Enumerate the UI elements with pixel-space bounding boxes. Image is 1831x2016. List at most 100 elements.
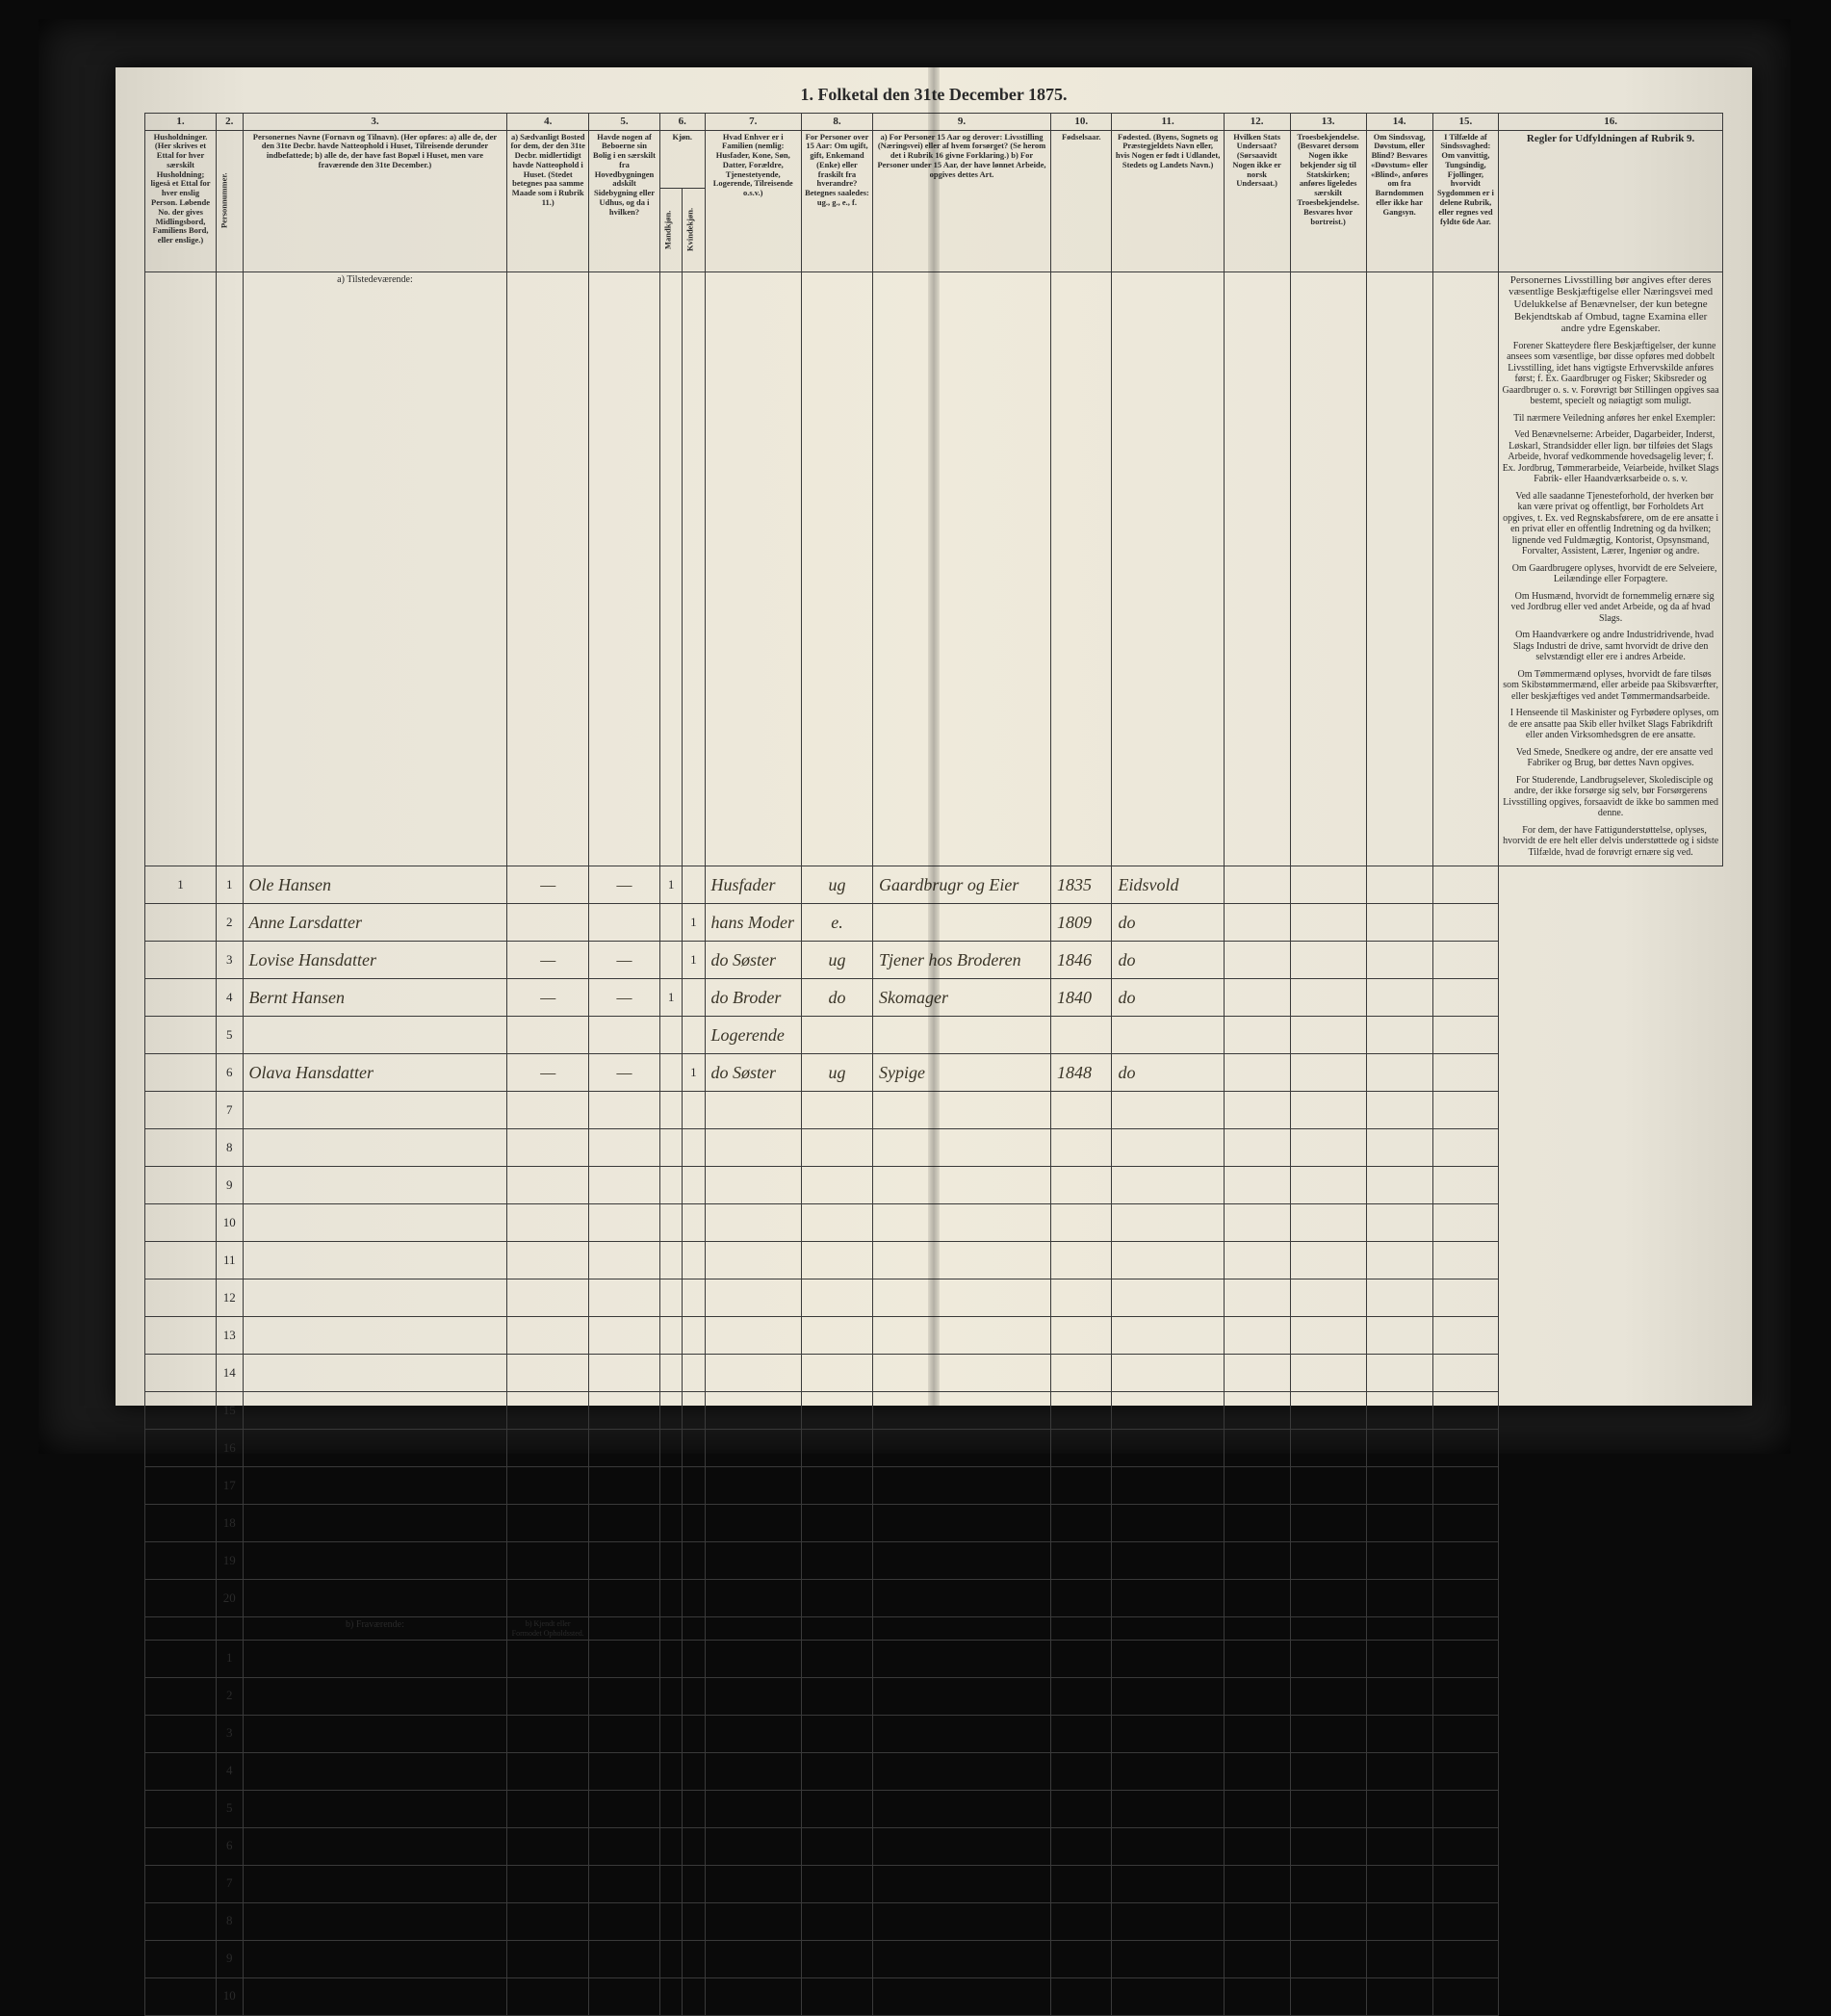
- cell-13: [1290, 942, 1366, 979]
- cell-rownum: 1: [217, 866, 243, 904]
- cell-blank: [1051, 1902, 1112, 1940]
- cell-rownum: 17: [217, 1467, 243, 1505]
- cell-blank: [589, 1902, 660, 1940]
- present-blank-rows: 7891011121314151617181920: [145, 1092, 1723, 1617]
- cell-blank: [660, 1865, 683, 1902]
- cell-blank: [1366, 1242, 1432, 1279]
- cell-blank: [705, 1279, 801, 1317]
- cell-relation: Logerende: [705, 1017, 801, 1054]
- cell-blank: [705, 1977, 801, 2015]
- absent-blank-rows: 12345678910: [145, 1640, 1723, 2015]
- cell-relation: hans Moder: [705, 904, 801, 942]
- cell-rownum: 9: [217, 1940, 243, 1977]
- cell-blank: [660, 1677, 683, 1715]
- cell-blank: [1051, 1677, 1112, 1715]
- cell-blank: [1366, 1827, 1432, 1865]
- cell-blank: [1290, 1167, 1366, 1204]
- h1: Husholdninger. (Her skrives et Ettal for…: [145, 130, 217, 271]
- cell-blank: [1432, 1715, 1499, 1752]
- cell-blank: [683, 1392, 705, 1430]
- cell-blank: [660, 1640, 683, 1677]
- cell-blank: [1224, 1505, 1290, 1542]
- table-row: 3: [145, 1715, 1723, 1752]
- cell-year: 1846: [1051, 942, 1112, 979]
- cell-c4: —: [507, 866, 589, 904]
- cell-blank: [683, 1677, 705, 1715]
- cell-year: 1848: [1051, 1054, 1112, 1092]
- cell-blank: [683, 1715, 705, 1752]
- cell-rownum: 4: [217, 1752, 243, 1790]
- cell-blank: [589, 1715, 660, 1752]
- cell-blank: [872, 1580, 1050, 1617]
- cell-blank: [1224, 1467, 1290, 1505]
- cell-male: [660, 1017, 683, 1054]
- cell-name: Ole Hansen: [243, 866, 507, 904]
- cell-blank: [683, 1242, 705, 1279]
- cell-blank: [1366, 1505, 1432, 1542]
- cell-blank: [801, 1505, 872, 1542]
- cell-relation: do Søster: [705, 1054, 801, 1092]
- cell-blank: [589, 1827, 660, 1865]
- cell-13: [1290, 1054, 1366, 1092]
- table-row: 3Lovise Hansdatter——1do SøsterugTjener h…: [145, 942, 1723, 979]
- cell-hh: [145, 1640, 217, 1677]
- cell-blank: [1366, 1129, 1432, 1167]
- cell-blank: [1224, 1167, 1290, 1204]
- cell-blank: [507, 1715, 589, 1752]
- cell-blank: [705, 1580, 801, 1617]
- cell-civil: [801, 1017, 872, 1054]
- coln-9: 9.: [872, 114, 1050, 131]
- cell-blank: [705, 1092, 801, 1129]
- cell-rownum: 12: [217, 1279, 243, 1317]
- instr-p: Ved alle saadanne Tjenesteforhold, der h…: [1502, 491, 1719, 557]
- cell-blank: [1432, 1940, 1499, 1977]
- cell-blank: [1224, 1242, 1290, 1279]
- cell-birthplace: do: [1112, 979, 1224, 1017]
- cell-occupation: Sypige: [872, 1054, 1050, 1092]
- cell-blank: [589, 1940, 660, 1977]
- cell-blank: [1112, 1865, 1224, 1902]
- cell-blank: [243, 1580, 507, 1617]
- cell-blank: [589, 1677, 660, 1715]
- cell-blank: [872, 1790, 1050, 1827]
- cell-blank: [1224, 1940, 1290, 1977]
- cell-female: 1: [683, 904, 705, 942]
- cell-blank: [1290, 1129, 1366, 1167]
- cell-blank: [1432, 1790, 1499, 1827]
- cell-blank: [660, 1242, 683, 1279]
- cell-blank: [801, 1317, 872, 1355]
- cell-blank: [243, 1940, 507, 1977]
- cell-rownum: 7: [217, 1865, 243, 1902]
- cell-blank: [1224, 1129, 1290, 1167]
- cell-blank: [705, 1715, 801, 1752]
- cell-blank: [801, 1092, 872, 1129]
- cell-blank: [683, 1092, 705, 1129]
- cell-blank: [243, 1640, 507, 1677]
- cell-15: [1432, 979, 1499, 1017]
- cell-rownum: 3: [217, 942, 243, 979]
- table-row: 2Anne Larsdatter1hans Modere.1809do: [145, 904, 1723, 942]
- cell-blank: [1432, 1580, 1499, 1617]
- ledger-page: 1. Folketal den 31te December 1875. 1. 2…: [116, 67, 1752, 1406]
- cell-rownum: 9: [217, 1167, 243, 1204]
- cell-blank: [1366, 1542, 1432, 1580]
- cell-blank: [589, 1640, 660, 1677]
- cell-blank: [1432, 1640, 1499, 1677]
- cell-blank: [243, 1715, 507, 1752]
- cell-blank: [872, 1865, 1050, 1902]
- cell-blank: [1290, 1902, 1366, 1940]
- cell-blank: [1366, 1940, 1432, 1977]
- cell-blank: [1112, 1392, 1224, 1430]
- cell-blank: [872, 1317, 1050, 1355]
- present-section: a) Tilstedeværende: Personernes Livsstil…: [145, 271, 1723, 866]
- coln-1: 1.: [145, 114, 217, 131]
- cell-rownum: 3: [217, 1715, 243, 1752]
- cell-blank: [1051, 1355, 1112, 1392]
- cell-blank: [243, 1392, 507, 1430]
- cell-c4: [507, 904, 589, 942]
- cell-15: [1432, 1017, 1499, 1054]
- cell-blank: [660, 1902, 683, 1940]
- table-row: 8: [145, 1129, 1723, 1167]
- cell-name: Olava Hansdatter: [243, 1054, 507, 1092]
- cell-rownum: 18: [217, 1505, 243, 1542]
